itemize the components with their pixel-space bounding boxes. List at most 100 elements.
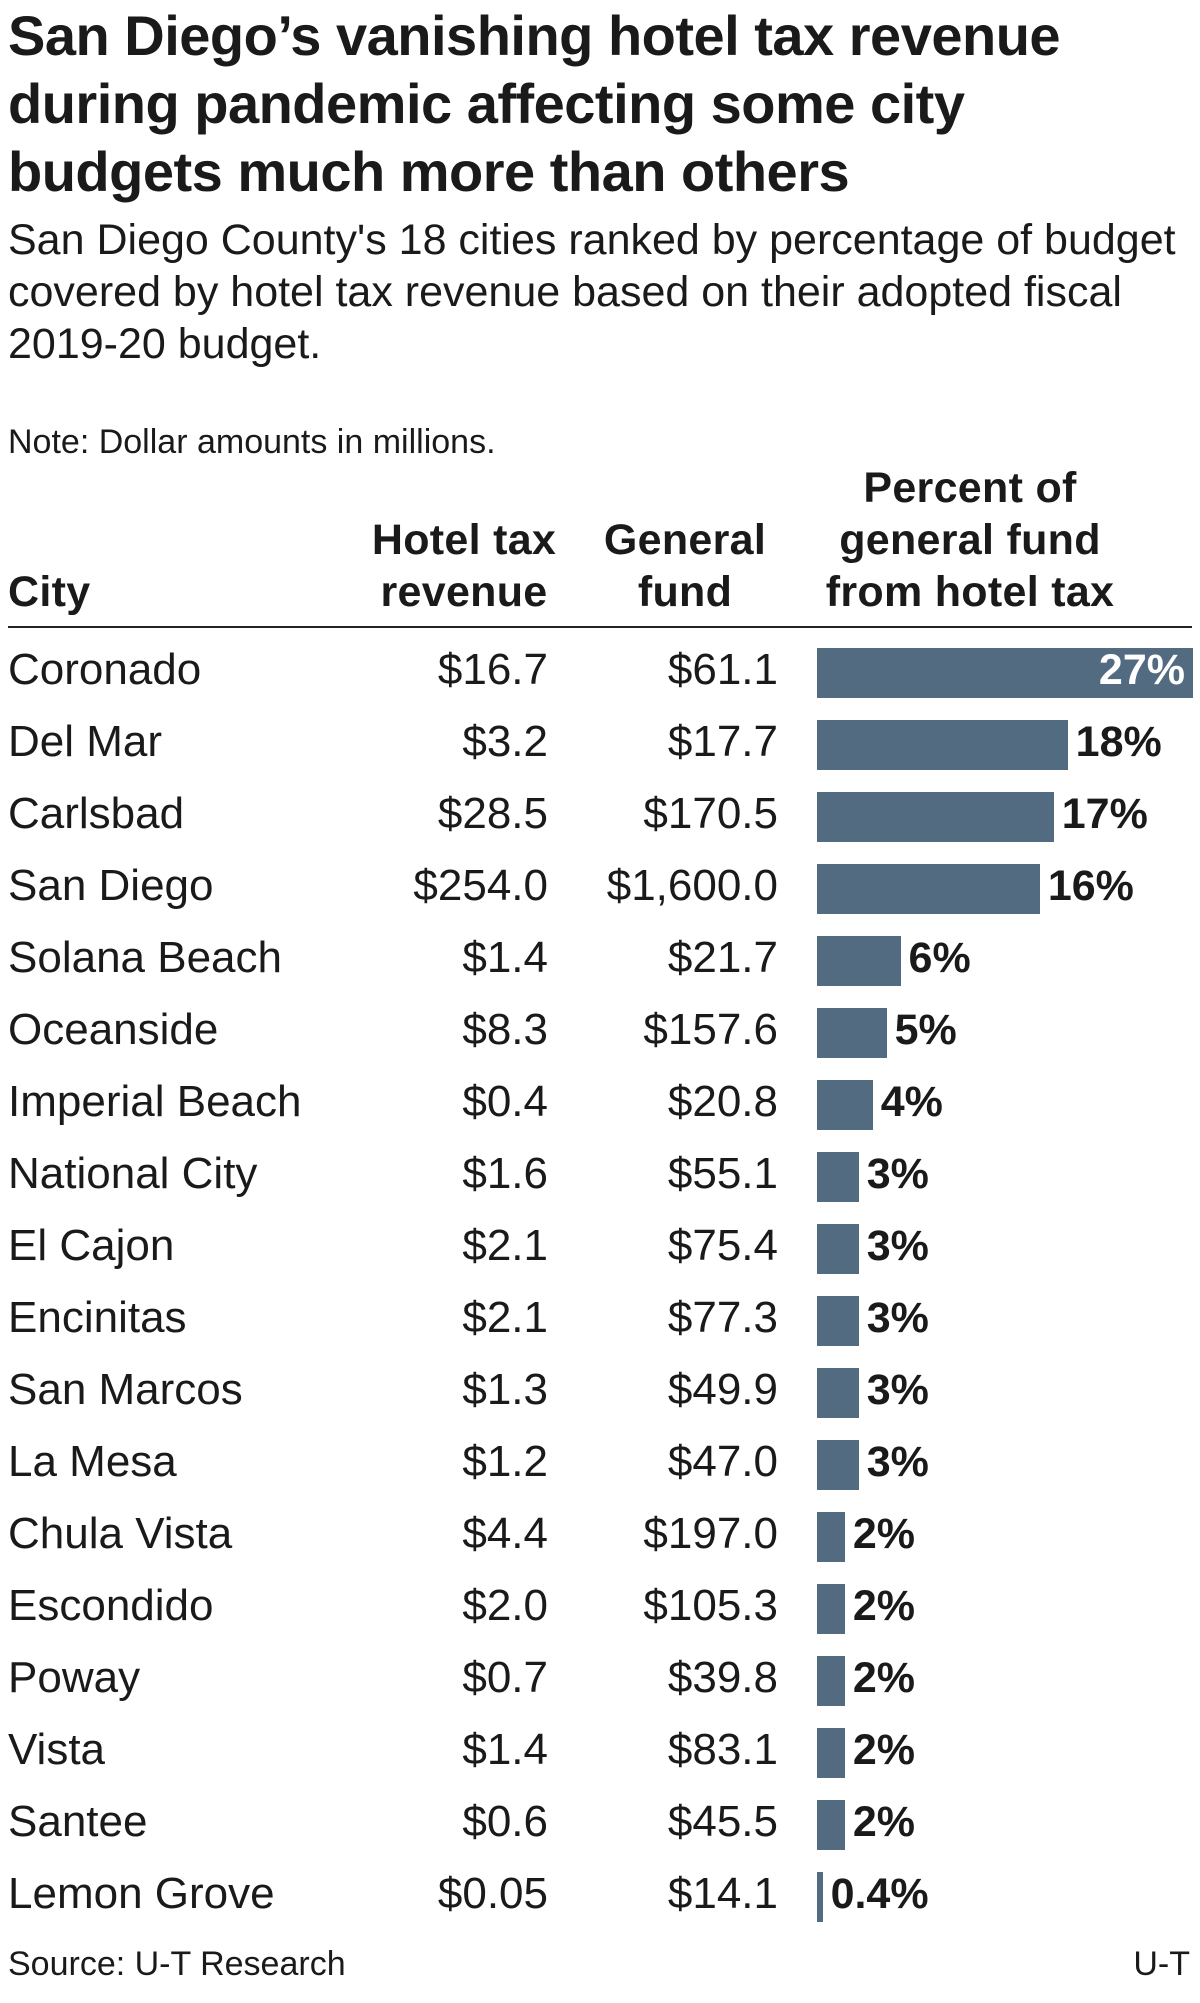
city-name: National City [8,1149,258,1198]
city-name: San Marcos [8,1365,243,1414]
table-row: Encinitas $2.1 $77.3 3% [0,1282,1200,1354]
table-row: Oceanside $8.3 $157.6 5% [0,994,1200,1066]
general-fund-value: $14.1 [667,1869,778,1918]
percent-bar [817,1368,859,1418]
percent-bar [817,1656,845,1706]
city-name: Vista [8,1725,106,1774]
hotel-tax-value: $2.0 [462,1581,548,1630]
table-row: Coronado $16.7 $61.1 27% [0,634,1200,706]
table-row: National City $1.6 $55.1 3% [0,1138,1200,1210]
general-fund-value: $17.7 [667,717,778,766]
column-header-general-fund: General fund [603,516,767,616]
chart-title: San Diego’s vanishing hotel tax revenue … [8,4,1061,203]
hotel-tax-value: $0.6 [462,1797,548,1846]
percent-label: 17% [1061,790,1148,838]
percent-bar [817,1080,873,1130]
general-fund-value: $197.0 [643,1509,778,1558]
percent-label: 18% [1075,718,1162,766]
percent-bar [817,1152,859,1202]
table-row: Santee $0.6 $45.5 2% [0,1786,1200,1858]
hotel-tax-value: $1.4 [462,933,548,982]
percent-bar [817,648,1193,698]
credit: U-T [1133,1945,1190,1983]
hotel-tax-value: $8.3 [462,1005,548,1054]
city-name: Del Mar [8,717,163,766]
table-row: Lemon Grove $0.05 $14.1 0.4% [0,1858,1200,1930]
hotel-tax-value: $254.0 [413,861,548,910]
percent-label: 6% [908,934,971,982]
table-row: El Cajon $2.1 $75.4 3% [0,1210,1200,1282]
hotel-tax-value: $2.1 [462,1221,548,1270]
city-name: Solana Beach [8,933,282,982]
percent-bar [817,1872,823,1922]
percent-bar [817,720,1068,770]
general-fund-value: $157.6 [643,1005,778,1054]
general-fund-value: $39.8 [667,1653,778,1702]
percent-label: 3% [866,1222,929,1270]
percent-label: 3% [866,1366,929,1414]
percent-bar [817,936,901,986]
percent-label: 2% [852,1798,915,1846]
city-name: Lemon Grove [8,1869,275,1918]
general-fund-value: $1,600.0 [606,861,778,910]
percent-bar [817,1008,887,1058]
hotel-tax-value: $28.5 [437,789,548,838]
general-fund-value: $170.5 [643,789,778,838]
percent-label: 16% [1047,862,1134,910]
hotel-tax-value: $0.4 [462,1077,548,1126]
table-row: Carlsbad $28.5 $170.5 17% [0,778,1200,850]
general-fund-value: $55.1 [667,1149,778,1198]
general-fund-value: $21.7 [667,933,778,982]
hotel-tax-value: $1.4 [462,1725,548,1774]
table-row: Imperial Beach $0.4 $20.8 4% [0,1066,1200,1138]
hotel-tax-value: $3.2 [462,717,548,766]
city-name: Coronado [8,645,202,694]
city-name: Escondido [8,1581,214,1630]
hotel-tax-value: $1.2 [462,1437,548,1486]
percent-bar [817,1440,859,1490]
note: Note: Dollar amounts in millions. [8,423,496,461]
general-fund-value: $49.9 [667,1365,778,1414]
table-row: Chula Vista $4.4 $197.0 2% [0,1498,1200,1570]
city-name: Santee [8,1797,148,1846]
percent-label: 2% [852,1726,915,1774]
general-fund-value: $105.3 [643,1581,778,1630]
percent-bar [817,864,1040,914]
percent-bar [817,1728,845,1778]
column-header-city: City [8,568,91,616]
city-name: Encinitas [8,1293,187,1342]
percent-label: 4% [880,1078,943,1126]
table-row: San Marcos $1.3 $49.9 3% [0,1354,1200,1426]
hotel-tax-value: $0.7 [462,1653,548,1702]
table-row: Poway $0.7 $39.8 2% [0,1642,1200,1714]
percent-bar [817,792,1054,842]
percent-label: 2% [852,1510,915,1558]
city-name: Chula Vista [8,1509,233,1558]
percent-label: 2% [852,1582,915,1630]
table-row: Solana Beach $1.4 $21.7 6% [0,922,1200,994]
percent-bar [817,1296,859,1346]
percent-label: 27% [1098,646,1185,694]
hotel-tax-value: $2.1 [462,1293,548,1342]
city-name: Oceanside [8,1005,219,1054]
header-divider [8,626,1192,628]
percent-label: 3% [866,1150,929,1198]
city-name: San Diego [8,861,214,910]
table-row: Vista $1.4 $83.1 2% [0,1714,1200,1786]
chart-subtitle: San Diego County's 18 cities ranked by p… [8,216,1176,368]
general-fund-value: $75.4 [667,1221,778,1270]
general-fund-value: $61.1 [667,645,778,694]
hotel-tax-value: $1.3 [462,1365,548,1414]
table-row: Del Mar $3.2 $17.7 18% [0,706,1200,778]
general-fund-value: $77.3 [667,1293,778,1342]
city-name: Carlsbad [8,789,185,838]
general-fund-value: $47.0 [667,1437,778,1486]
percent-label: 2% [852,1654,915,1702]
percent-bar [817,1224,859,1274]
city-name: El Cajon [8,1221,175,1270]
general-fund-value: $20.8 [667,1077,778,1126]
city-name: Poway [8,1653,141,1702]
percent-label: 3% [866,1438,929,1486]
percent-bar [817,1584,845,1634]
hotel-tax-value: $16.7 [437,645,548,694]
